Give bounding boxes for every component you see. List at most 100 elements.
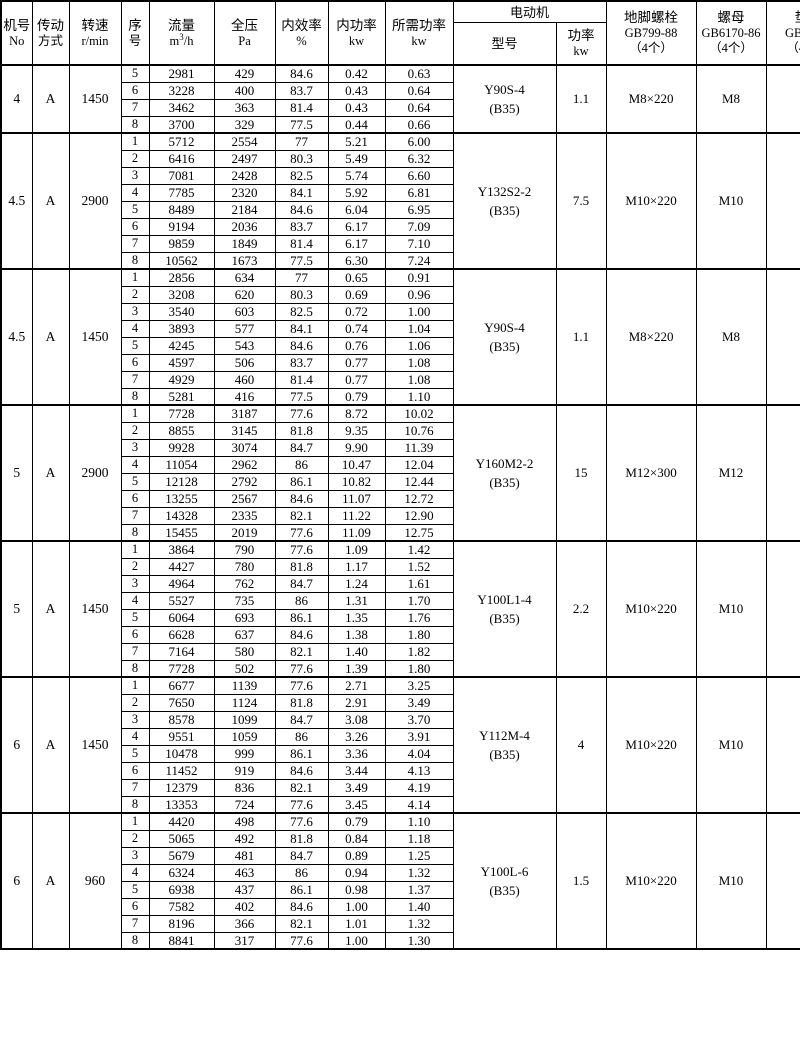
table-row: 8 5281 416 77.5 0.79 1.10 xyxy=(1,387,800,406)
motor-model-mount: (B35) xyxy=(489,883,520,898)
cell-washer: 12 xyxy=(765,404,800,542)
cell-flow-rate: 4597 xyxy=(148,353,215,372)
cell-internal-power: 0.42 xyxy=(327,64,386,83)
cell-internal-power: 1.24 xyxy=(327,574,386,593)
cell-required-power: 1.10 xyxy=(384,812,454,831)
header-internal-power-zh: 内功率 xyxy=(336,17,377,33)
cell-nut: M8 xyxy=(695,268,767,406)
header-sequence-no: 序 号 xyxy=(120,0,150,66)
cell-total-pressure: 735 xyxy=(213,591,276,610)
cell-sequence-no: 7 xyxy=(120,98,150,117)
cell-internal-efficiency: 81.8 xyxy=(274,421,329,440)
table-row: 4 6324 463 86 0.94 1.32 xyxy=(1,863,800,882)
cell-motor-model: Y90S-4 (B35) xyxy=(452,268,557,406)
header-internal-power: 内功率 kw xyxy=(327,0,386,66)
cell-internal-efficiency: 77.6 xyxy=(274,659,329,678)
cell-sequence-no: 8 xyxy=(120,795,150,814)
cell-internal-efficiency: 81.4 xyxy=(274,234,329,253)
cell-internal-power: 0.43 xyxy=(327,81,386,100)
cell-sequence-no: 6 xyxy=(120,81,150,100)
cell-total-pressure: 919 xyxy=(213,761,276,780)
cell-internal-power: 3.08 xyxy=(327,710,386,729)
cell-sequence-no: 4 xyxy=(120,455,150,474)
header-nut-standard: GB6170-86 xyxy=(701,26,761,41)
cell-internal-power: 0.77 xyxy=(327,370,386,389)
cell-required-power: 1.04 xyxy=(384,319,454,338)
cell-internal-power: 10.47 xyxy=(327,455,386,474)
header-motor-group: 电动机 xyxy=(452,0,607,24)
cell-total-pressure: 3145 xyxy=(213,421,276,440)
cell-washer: 8 xyxy=(765,64,800,134)
cell-internal-efficiency: 82.1 xyxy=(274,914,329,933)
cell-internal-efficiency: 82.5 xyxy=(274,166,329,185)
cell-total-pressure: 999 xyxy=(213,744,276,763)
cell-internal-power: 3.45 xyxy=(327,795,386,814)
cell-internal-efficiency: 84.6 xyxy=(274,761,329,780)
cell-flow-rate: 7081 xyxy=(148,166,215,185)
cell-total-pressure: 2962 xyxy=(213,455,276,474)
cell-flow-rate: 5281 xyxy=(148,387,215,406)
table-row: 7 14328 2335 82.1 11.22 12.90 xyxy=(1,506,800,525)
cell-required-power: 0.64 xyxy=(384,98,454,117)
cell-internal-power: 0.79 xyxy=(327,387,386,406)
cell-required-power: 4.19 xyxy=(384,778,454,797)
cell-required-power: 6.60 xyxy=(384,166,454,185)
cell-machine-no: 4 xyxy=(0,64,33,134)
table-row: 3 5679 481 84.7 0.89 1.25 xyxy=(1,846,800,865)
cell-internal-power: 6.17 xyxy=(327,217,386,236)
table-row: 6 A 960 1 4420 498 77.6 0.79 1.10 Y100L-6 (B35) 1.5… xyxy=(0,812,800,950)
header-drive-type-unit: 方式 xyxy=(37,33,63,48)
cell-sequence-no: 5 xyxy=(120,608,150,627)
cell-flow-rate: 13255 xyxy=(148,489,215,508)
cell-required-power: 3.91 xyxy=(384,727,454,746)
cell-sequence-no: 2 xyxy=(120,285,150,304)
cell-motor-model: Y90S-4 (B35) xyxy=(452,64,557,134)
table-body: 4 A 1450 5 2981 429 84.6 0.42 0.63 Y90S-4 (B35) 1.1… xyxy=(0,64,800,950)
cell-total-pressure: 543 xyxy=(213,336,276,355)
cell-sequence-no: 6 xyxy=(120,489,150,508)
cell-total-pressure: 1099 xyxy=(213,710,276,729)
cell-internal-efficiency: 81.4 xyxy=(274,98,329,117)
cell-internal-power: 1.00 xyxy=(327,897,386,916)
cell-flow-rate: 7582 xyxy=(148,897,215,916)
cell-internal-efficiency: 77 xyxy=(274,268,329,287)
cell-internal-power: 0.74 xyxy=(327,319,386,338)
header-sequence-no-zh: 序 xyxy=(128,17,142,33)
cell-internal-efficiency: 80.3 xyxy=(274,285,329,304)
motor-model-mount: (B35) xyxy=(489,475,520,490)
cell-required-power: 1.32 xyxy=(384,863,454,882)
table-row: 6 13255 2567 84.6 11.07 12.72 xyxy=(1,489,800,508)
cell-internal-efficiency: 86.1 xyxy=(274,880,329,899)
table-row: 2 3208 620 80.3 0.69 0.96 xyxy=(1,285,800,304)
table-row: 7 12379 836 82.1 3.49 4.19 xyxy=(1,778,800,797)
cell-required-power: 12.90 xyxy=(384,506,454,525)
cell-internal-efficiency: 77.5 xyxy=(274,251,329,270)
cell-total-pressure: 402 xyxy=(213,897,276,916)
cell-total-pressure: 2554 xyxy=(213,132,276,151)
cell-nut: M10 xyxy=(695,812,767,950)
header-required-power-unit: kw xyxy=(411,33,427,48)
cell-total-pressure: 790 xyxy=(213,540,276,559)
cell-sequence-no: 3 xyxy=(120,846,150,865)
cell-required-power: 0.91 xyxy=(384,268,454,287)
cell-flow-rate: 7164 xyxy=(148,642,215,661)
cell-internal-power: 1.00 xyxy=(327,931,386,950)
cell-internal-efficiency: 81.8 xyxy=(274,557,329,576)
header-flow-rate: 流量 m3/h xyxy=(148,0,215,66)
cell-internal-power: 3.26 xyxy=(327,727,386,746)
cell-required-power: 1.30 xyxy=(384,931,454,950)
table-row: 5 6938 437 86.1 0.98 1.37 xyxy=(1,880,800,899)
cell-total-pressure: 506 xyxy=(213,353,276,372)
cell-internal-efficiency: 77.6 xyxy=(274,404,329,423)
header-machine-no-zh: 机号 xyxy=(3,17,31,33)
cell-washer: 10 xyxy=(765,540,800,678)
header-anchor-bolt-standard: GB799-88 xyxy=(624,26,678,41)
cell-nut: M12 xyxy=(695,404,767,542)
cell-internal-efficiency: 81.4 xyxy=(274,370,329,389)
cell-machine-no: 5 xyxy=(0,540,33,678)
cell-flow-rate: 4964 xyxy=(148,574,215,593)
cell-internal-power: 3.44 xyxy=(327,761,386,780)
header-motor-power: 功率 kw xyxy=(555,22,607,67)
motor-model-name: Y90S-4 xyxy=(484,319,525,335)
header-drive-type-zh: 传动 xyxy=(37,17,64,33)
